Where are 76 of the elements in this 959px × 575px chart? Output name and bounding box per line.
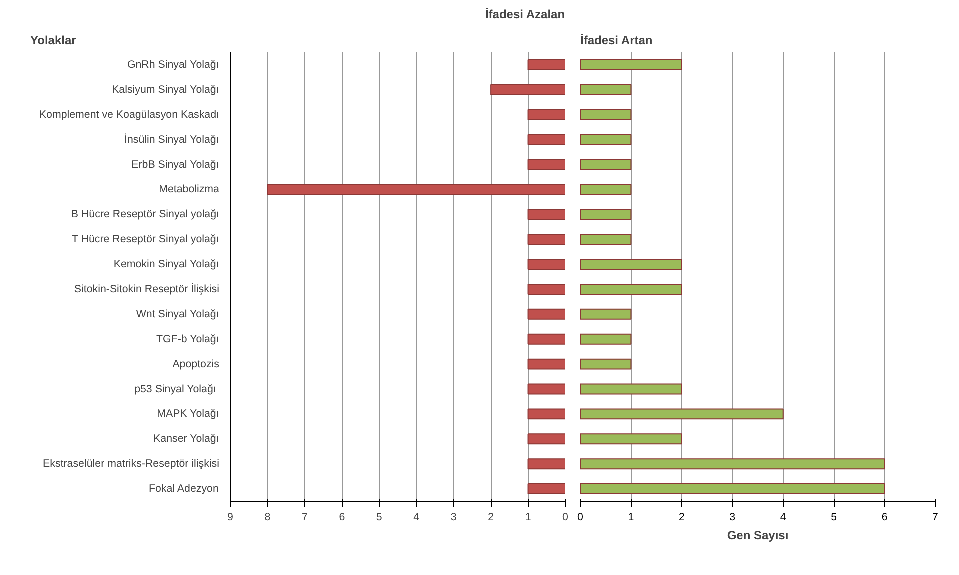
bar [580, 384, 682, 395]
x-tick-label: 1 [525, 512, 532, 524]
bar [528, 384, 566, 395]
x-tick-label: 6 [882, 512, 888, 524]
bar [528, 484, 566, 495]
bar [580, 484, 886, 495]
bar [580, 434, 682, 445]
y-tick-label: Kemokin Sinyal Yolağı [114, 258, 220, 271]
bar [528, 109, 566, 120]
bar [580, 134, 632, 146]
bar [528, 358, 566, 370]
x-tick-label: 9 [228, 512, 234, 524]
bar [580, 458, 886, 470]
x-tick-label: 5 [831, 512, 838, 524]
x-tick-label: 7 [302, 512, 308, 524]
y-tick-label: MAPK Yolağı [157, 408, 220, 420]
bar [580, 259, 682, 270]
bar [528, 234, 566, 246]
x-tick-label: 3 [450, 512, 457, 524]
y-tick-label: Fokal Adezyon [149, 483, 219, 496]
text: Yolaklar [30, 34, 77, 48]
y-tick-label: GnRh Sinyal Yolağı [127, 58, 220, 71]
y-tick-label: Ekstraselüler matriks-Reseptör ilişkisi [43, 458, 220, 470]
x-tick-label: 4 [780, 512, 786, 524]
bar [490, 84, 566, 96]
bar [528, 259, 566, 270]
bar [528, 408, 566, 420]
bar [580, 358, 632, 370]
bar [528, 209, 566, 220]
bar [580, 408, 784, 420]
bar [580, 308, 632, 320]
x-tick-label: 5 [376, 512, 382, 524]
chart-title: İfadesi Artan [580, 34, 653, 48]
y-tick-label: Komplement ve Koagülasyon Kaskadı [39, 108, 220, 121]
bar [528, 434, 566, 445]
y-tick-label: p53 Sinyal Yolağı [134, 383, 216, 396]
x-tick-label: 0 [562, 512, 569, 524]
y-tick-label: Metabolizma [159, 184, 220, 196]
bar [528, 334, 566, 345]
x-tick-label: 4 [414, 512, 420, 524]
y-tick-label: Wnt Sinyal Yolağı [136, 308, 220, 320]
y-tick-label: Kanser Yolağı [154, 433, 220, 446]
bar [580, 109, 632, 120]
bar [580, 334, 632, 345]
y-tick-label: İnsülin Sinyal Yolağı [124, 132, 220, 146]
bar [580, 209, 632, 220]
y-tick-label: ErbB Sinyal Yolağı [132, 158, 220, 171]
bar [580, 84, 632, 96]
bar [267, 184, 566, 196]
x-tick-label: 2 [678, 512, 685, 524]
bar [528, 284, 566, 295]
y-tick-label: T Hücre Reseptör Sinyal yolağı [72, 234, 220, 246]
x-tick-label: 1 [628, 512, 634, 524]
x-tick-label: 7 [932, 512, 939, 524]
y-tick-label: Kalsiyum Sinyal Yolağı [112, 84, 220, 96]
x-tick-label: 3 [730, 512, 736, 524]
y-tick-label: B Hücre Reseptör Sinyal yolağı [71, 208, 220, 221]
bar [528, 159, 566, 170]
x-tick-label: 0 [578, 512, 584, 524]
y-tick-label: TGF-b Yolağı [156, 333, 220, 346]
bar [580, 159, 632, 170]
y-tick-label: Sitokin-Sitokin Reseptör İlişkisi [74, 282, 220, 296]
x-tick-label: 2 [488, 512, 494, 524]
bar [580, 184, 632, 196]
bar [528, 308, 566, 320]
bar [528, 458, 566, 470]
bar [528, 59, 566, 70]
bar [580, 234, 632, 246]
bar [528, 134, 566, 146]
bar [580, 59, 682, 70]
x-axis-title: Gen Sayısı [727, 528, 789, 542]
x-tick-label: 6 [339, 512, 346, 524]
bar [580, 284, 682, 295]
chart-title: İfadesi Azalan [485, 8, 566, 22]
x-tick-label: 8 [264, 512, 271, 524]
y-tick-label: Apoptozis [172, 358, 220, 370]
